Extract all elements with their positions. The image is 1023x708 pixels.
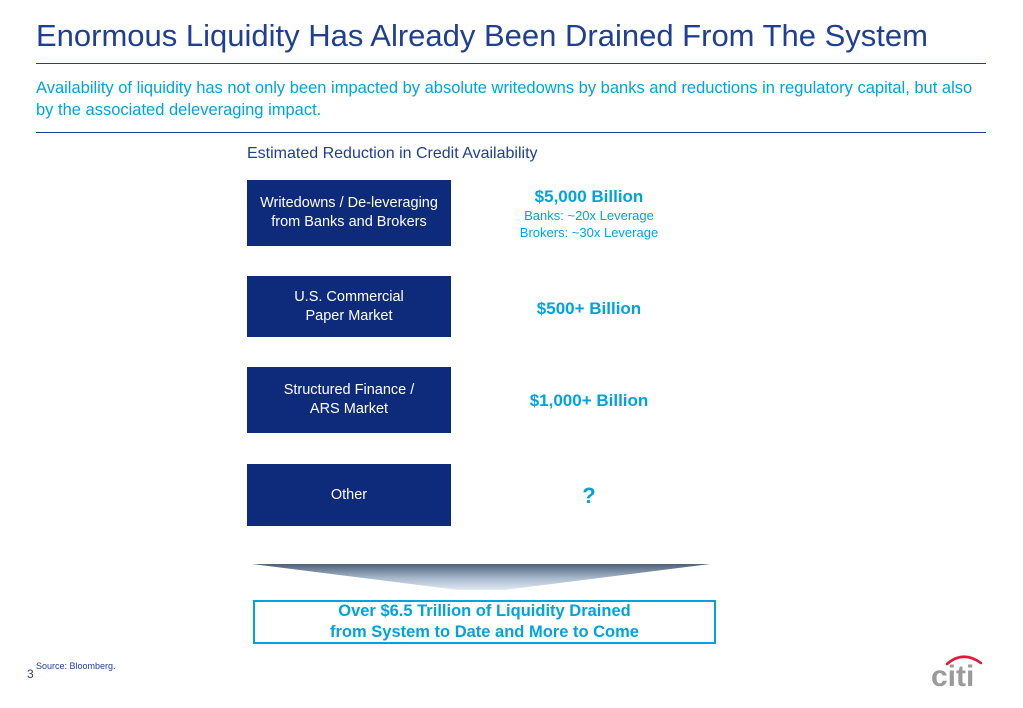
citi-logo: citi <box>931 655 983 688</box>
chart-caption: Estimated Reduction in Credit Availabili… <box>247 145 538 162</box>
category-box-other: Other <box>247 464 451 526</box>
summary-funnel-arrow <box>252 564 710 590</box>
value-block-structured-finance: $1,000+ Billion <box>488 391 690 411</box>
value-block-commercial-paper: $500+ Billion <box>488 299 690 319</box>
subtitle-divider <box>36 132 986 133</box>
category-box-commercial-paper: U.S. Commercial Paper Market <box>247 276 451 337</box>
page-subtitle: Availability of liquidity has not only b… <box>36 79 973 119</box>
category-box-writedowns: Writedowns / De-leveraging from Banks an… <box>247 180 451 246</box>
svg-text:citi: citi <box>931 660 974 688</box>
value-structured-finance: $1,000+ Billion <box>529 391 649 410</box>
note-brokers-leverage: Brokers: ~30x Leverage <box>519 225 659 240</box>
value-other: ? <box>582 483 596 508</box>
title-divider <box>36 63 986 64</box>
note-banks-leverage: Banks: ~20x Leverage <box>524 208 654 223</box>
summary-box: Over $6.5 Trillion of Liquidity Drained … <box>253 600 716 644</box>
page-title: Enormous Liquidity Has Already Been Drai… <box>36 18 928 53</box>
category-box-structured-finance: Structured Finance / ARS Market <box>247 367 451 433</box>
value-commercial-paper: $500+ Billion <box>536 299 642 318</box>
value-block-other: ? <box>488 484 690 508</box>
page-number: 3 <box>27 667 34 681</box>
source-note: Source: Bloomberg. <box>36 661 116 671</box>
value-writedowns: $5,000 Billion <box>534 187 644 206</box>
value-block-writedowns: $5,000 Billion Banks: ~20x Leverage Brok… <box>488 187 690 241</box>
